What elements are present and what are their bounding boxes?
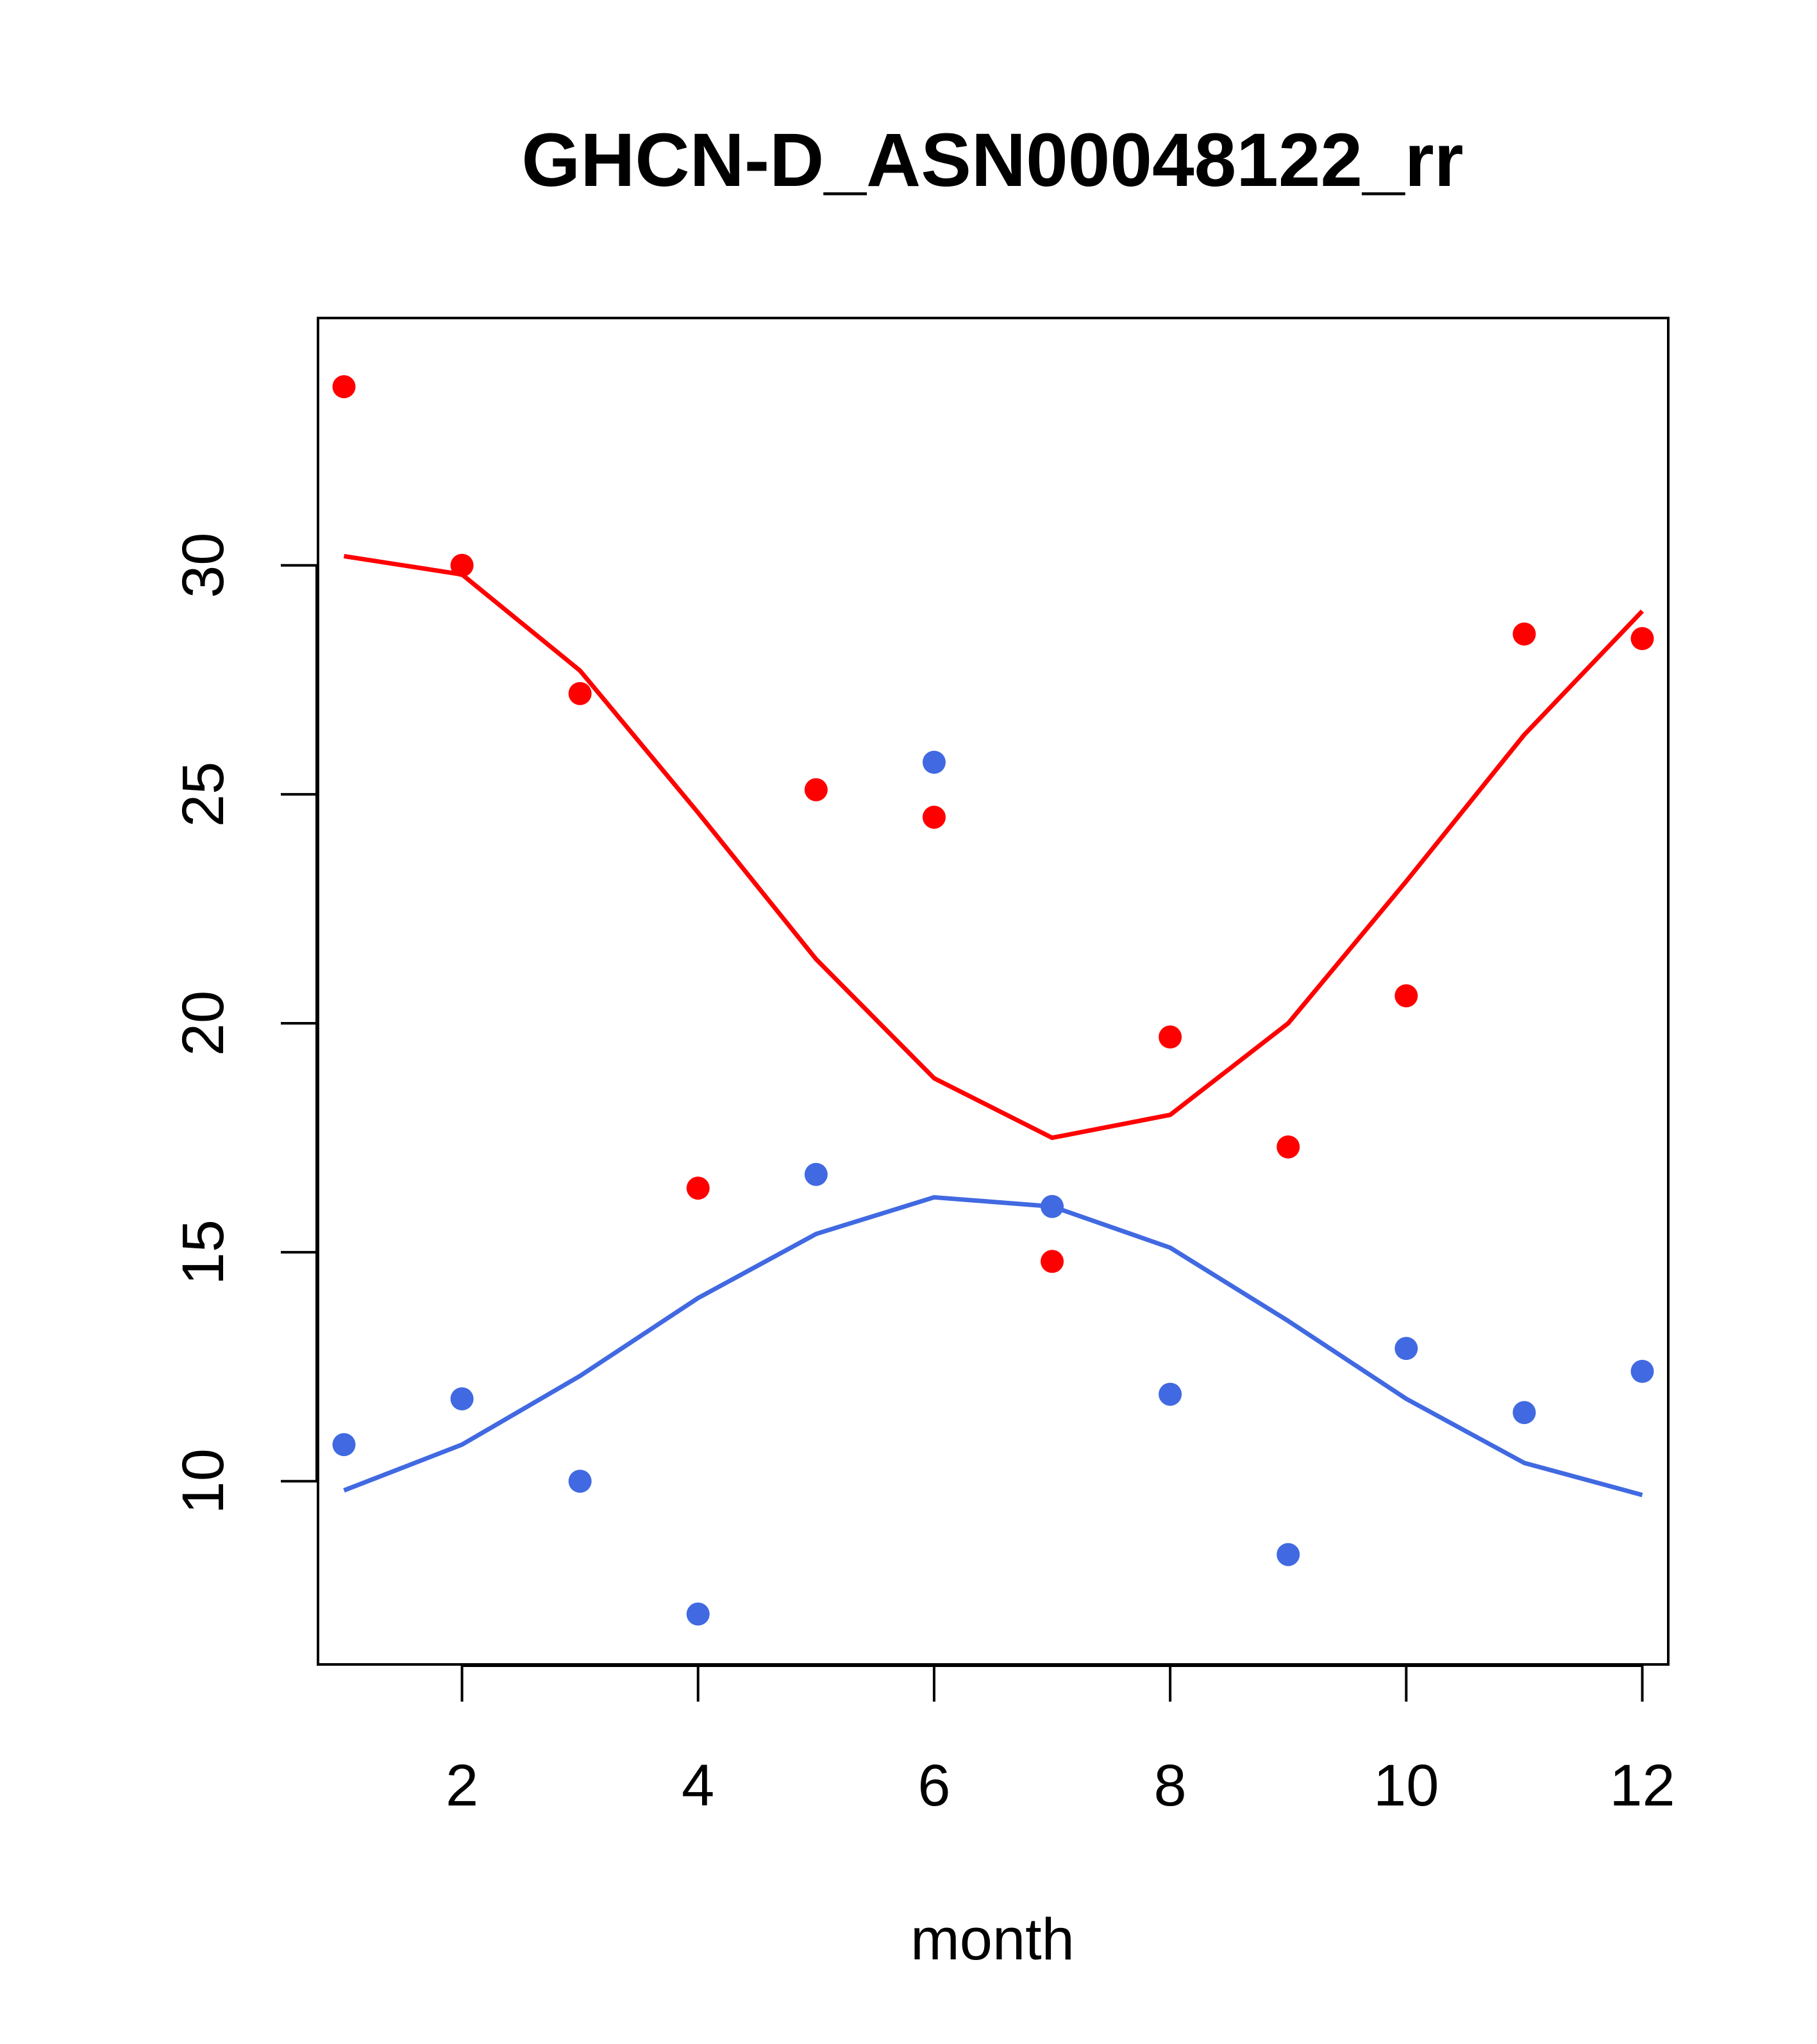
- blue-point: [1159, 1382, 1182, 1406]
- x-axis: 2 4 6 8 10 12: [446, 1664, 1675, 1818]
- blue-point: [1041, 1194, 1064, 1218]
- series-layer: [332, 375, 1654, 1626]
- chart-title: GHCN-D_ASN00048122_rr: [521, 118, 1463, 203]
- x-tick-label: 4: [682, 1753, 714, 1818]
- blue-point: [1277, 1543, 1300, 1566]
- blue-point: [1630, 1359, 1654, 1383]
- blue-point: [568, 1470, 592, 1493]
- y-tick-label: 10: [171, 1448, 236, 1514]
- red-point: [1512, 622, 1536, 646]
- red-point: [686, 1177, 710, 1200]
- blue-point: [686, 1602, 710, 1626]
- red-point: [1041, 1250, 1064, 1273]
- y-tick-label: 20: [171, 991, 236, 1056]
- red-point: [922, 805, 946, 829]
- y-tick-label: 15: [171, 1219, 236, 1285]
- x-tick-label: 8: [1154, 1753, 1187, 1818]
- blue-fit-line: [343, 1194, 1643, 1498]
- x-tick-label: 6: [917, 1753, 950, 1818]
- blue-point: [450, 1387, 474, 1411]
- plot-frame: [317, 317, 1670, 1666]
- red-point: [1394, 984, 1418, 1008]
- red-point: [332, 375, 356, 399]
- blue-point: [1512, 1401, 1536, 1425]
- blue-point: [804, 1162, 828, 1186]
- blue-point: [332, 1433, 356, 1457]
- red-point: [450, 553, 474, 577]
- y-axis: 10 15 20 25 30: [171, 533, 318, 1514]
- blue-point: [922, 750, 946, 774]
- y-tick-label: 25: [171, 762, 236, 827]
- y-tick-label: 30: [171, 533, 236, 598]
- x-tick-label: 12: [1609, 1753, 1675, 1818]
- red-fit-line: [343, 553, 1645, 1141]
- red-point: [1630, 627, 1654, 650]
- red-point: [1159, 1025, 1182, 1049]
- x-axis-label: month: [910, 1907, 1075, 1972]
- red-point: [804, 778, 828, 801]
- red-point: [568, 682, 592, 705]
- blue-point: [1394, 1337, 1418, 1361]
- red-point: [1277, 1135, 1300, 1159]
- x-tick-label: 10: [1373, 1753, 1439, 1818]
- x-tick-label: 2: [446, 1753, 478, 1818]
